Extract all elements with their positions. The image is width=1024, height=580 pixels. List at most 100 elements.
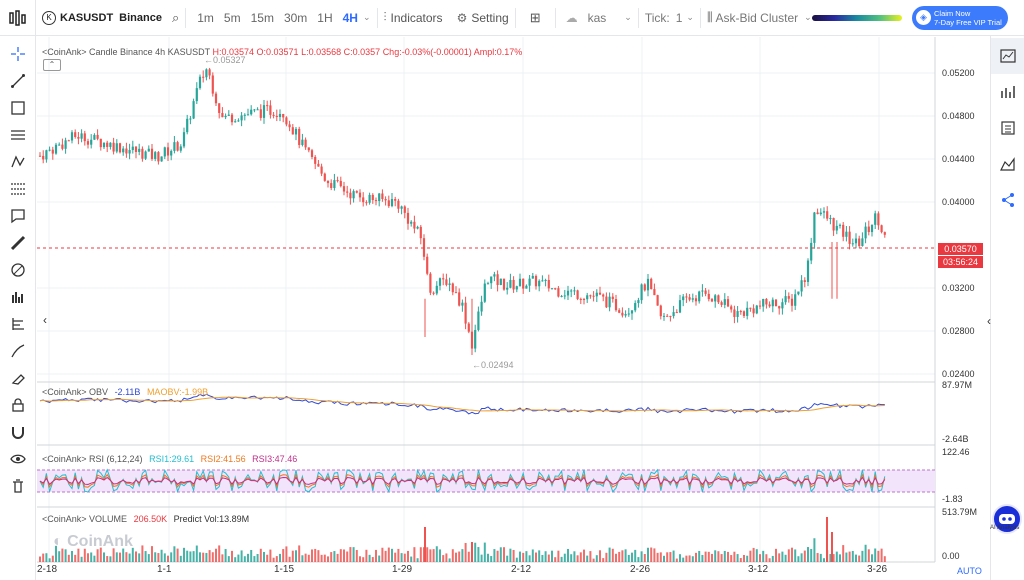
candle-body bbox=[819, 212, 822, 215]
claim-vip-button[interactable]: ◈ Claim Now 7-Day Free VIP Trial bbox=[912, 6, 1008, 30]
brush-icon[interactable] bbox=[0, 337, 36, 364]
candle-body bbox=[416, 226, 419, 229]
chevron-down-icon[interactable]: ⌄ bbox=[686, 12, 694, 22]
volume-bar bbox=[519, 551, 521, 562]
list-icon[interactable] bbox=[991, 110, 1024, 146]
chevron-down-icon[interactable]: ⌄ bbox=[624, 12, 632, 22]
setting-button[interactable]: Setting bbox=[471, 10, 509, 25]
scroll-left-icon[interactable]: ‹ bbox=[43, 313, 47, 327]
volume-bar bbox=[243, 556, 246, 562]
magnet-snap-icon[interactable] bbox=[0, 418, 36, 445]
volume-bar bbox=[688, 555, 691, 562]
fib-icon[interactable] bbox=[0, 175, 36, 202]
x-tick: 1-1 bbox=[157, 564, 172, 575]
volume-bar bbox=[477, 547, 480, 562]
coin-select[interactable]: kas bbox=[587, 10, 607, 25]
chevron-down-icon[interactable]: ⌄ bbox=[804, 12, 812, 22]
volume-bar bbox=[691, 556, 694, 562]
tf-4h[interactable]: 4H bbox=[342, 10, 358, 25]
tf-1m[interactable]: 1m bbox=[197, 10, 214, 25]
maobv-line bbox=[39, 396, 885, 412]
volume-bar bbox=[714, 550, 717, 562]
tf-30m[interactable]: 30m bbox=[283, 10, 308, 25]
candle-body bbox=[253, 109, 256, 111]
candle-body bbox=[128, 150, 131, 154]
x-tick: 2-18 bbox=[37, 564, 58, 575]
collapse-legend-button[interactable]: ⌃ bbox=[43, 59, 61, 71]
cluster-select[interactable]: Ask-Bid Cluster bbox=[715, 10, 799, 25]
indicators-button[interactable]: Indicators bbox=[390, 10, 443, 25]
depth-icon[interactable] bbox=[991, 74, 1024, 110]
volume-legend: <CoinAnk> VOLUME 206.50K Predict Vol:13.… bbox=[42, 514, 250, 524]
pattern-icon[interactable] bbox=[0, 148, 36, 175]
magnet-icon[interactable] bbox=[0, 256, 36, 283]
hlines-icon[interactable] bbox=[0, 310, 36, 337]
tf-5m[interactable]: 5m bbox=[223, 10, 241, 25]
auto-scale-button[interactable]: AUTO bbox=[957, 566, 982, 576]
candle-body bbox=[355, 191, 358, 193]
volume-bar bbox=[848, 551, 851, 562]
volume-bar bbox=[666, 552, 669, 562]
candle-body bbox=[48, 149, 51, 151]
layout-grid-icon[interactable]: ⊞ bbox=[529, 9, 541, 25]
logo-icon[interactable] bbox=[0, 0, 36, 36]
volume-bar bbox=[640, 551, 643, 562]
eraser-icon[interactable] bbox=[0, 364, 36, 391]
volume-bar bbox=[586, 555, 589, 562]
volume-bar bbox=[320, 554, 323, 562]
trash-icon[interactable] bbox=[0, 472, 36, 499]
crosshair-icon[interactable] bbox=[0, 40, 36, 67]
ruler-icon[interactable] bbox=[0, 229, 36, 256]
volume-bar bbox=[64, 549, 67, 562]
tick-value[interactable]: 1 bbox=[675, 10, 683, 25]
candle-body bbox=[310, 150, 314, 157]
tf-15m[interactable]: 15m bbox=[250, 10, 274, 25]
candle-body bbox=[848, 231, 851, 244]
candle-body bbox=[147, 148, 150, 152]
chart-view-icon[interactable] bbox=[991, 38, 1024, 74]
volume-bar bbox=[483, 542, 486, 562]
area-chart-icon[interactable] bbox=[991, 146, 1024, 182]
candle-body bbox=[566, 290, 570, 296]
share-icon[interactable] bbox=[991, 182, 1024, 218]
volume-bar bbox=[547, 554, 550, 562]
ai-analysis-button[interactable] bbox=[992, 504, 1022, 534]
candle-body bbox=[64, 140, 67, 149]
parallel-lines-icon[interactable] bbox=[0, 121, 36, 148]
volume-bar bbox=[147, 554, 150, 562]
bar-chart-icon[interactable] bbox=[0, 283, 36, 310]
collapse-right-icon[interactable]: ‹ bbox=[987, 314, 991, 328]
candle-body bbox=[784, 296, 787, 303]
candle-body bbox=[109, 142, 112, 147]
candle-body bbox=[528, 278, 531, 286]
candle-body bbox=[515, 286, 518, 290]
candle-body bbox=[141, 148, 144, 159]
candle-body bbox=[669, 315, 672, 317]
exchange-name[interactable]: Binance bbox=[119, 11, 162, 24]
lock-icon[interactable] bbox=[0, 391, 36, 418]
tf-1h[interactable]: 1H bbox=[317, 10, 333, 25]
rectangle-icon[interactable] bbox=[0, 94, 36, 121]
candle-body bbox=[160, 156, 163, 162]
cloud-icon[interactable]: ☁ bbox=[565, 10, 578, 25]
candle-body bbox=[698, 291, 701, 302]
candle-body bbox=[774, 299, 778, 307]
search-icon[interactable]: ⌕ bbox=[171, 9, 180, 25]
candle-body bbox=[118, 143, 122, 153]
candle-body bbox=[298, 128, 301, 145]
candle-body bbox=[67, 140, 70, 142]
trendline-icon[interactable] bbox=[0, 67, 36, 94]
candle-body bbox=[419, 226, 422, 239]
chart-area[interactable]: <CoinAnk> Candle Binance 4h KASUSDT H:0.… bbox=[37, 37, 990, 580]
candle-body bbox=[282, 113, 285, 118]
volume-bar bbox=[259, 548, 262, 562]
chevron-down-icon[interactable]: ⌄ bbox=[362, 12, 371, 22]
heatmap-gradient-slider[interactable] bbox=[812, 15, 902, 21]
comment-icon[interactable] bbox=[0, 202, 36, 229]
volume-bar bbox=[237, 554, 240, 562]
eye-icon[interactable] bbox=[0, 445, 36, 472]
symbol-name[interactable]: KASUSDT bbox=[60, 11, 114, 24]
candle-body bbox=[317, 163, 320, 167]
volume-bar bbox=[291, 550, 294, 562]
candle-body bbox=[742, 311, 746, 316]
